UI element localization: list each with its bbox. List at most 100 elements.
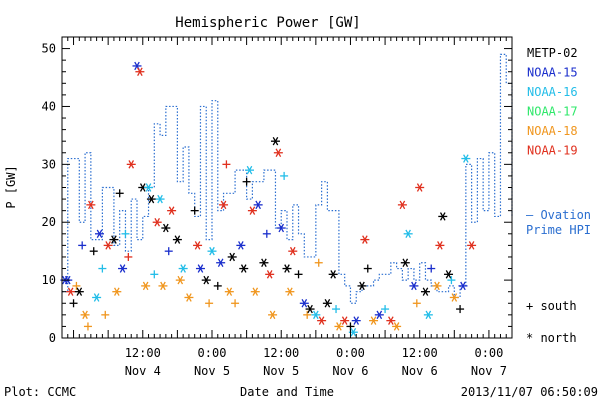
data-point-north <box>360 235 370 244</box>
y-axis: 0 10 20 30 40 50 <box>42 42 512 345</box>
data-point-south <box>332 305 341 314</box>
data-point-north <box>288 246 298 256</box>
y-tick-label: 40 <box>42 99 56 113</box>
ovation-series-layer <box>62 53 513 304</box>
data-point-north <box>172 235 182 244</box>
legend-item-noaa-17: NOAA-17 <box>527 105 578 119</box>
legend-item-noaa-18: NOAA-18 <box>527 124 578 138</box>
data-point-north <box>374 310 384 320</box>
data-point-north <box>207 246 217 256</box>
data-point-south <box>101 310 110 319</box>
data-point-north <box>236 241 246 250</box>
data-point-north <box>158 281 168 291</box>
data-point-north <box>340 316 350 325</box>
data-point-south <box>231 299 240 308</box>
x-tick-label-time: 12:00 <box>125 346 161 360</box>
data-point-north <box>435 241 445 250</box>
data-point-north <box>386 316 396 325</box>
y-tick-label: 30 <box>42 157 56 171</box>
x-axis: 12:00 Nov 4 0:00 Nov 5 12:00 Nov 5 0:00 Nov 6 12… <box>61 37 513 378</box>
data-point-north <box>86 200 96 210</box>
data-point-north <box>299 299 309 308</box>
footer-timestamp: 2013/11/07 06:50:09 <box>461 385 598 399</box>
data-point-north <box>285 287 295 296</box>
data-point-north <box>305 304 315 314</box>
data-point-north <box>74 287 84 296</box>
data-point-north <box>328 270 338 279</box>
data-point-south <box>205 299 214 308</box>
data-point-north <box>438 212 448 221</box>
data-point-south <box>83 322 92 331</box>
data-point-north <box>322 299 332 308</box>
data-point-north <box>103 241 113 250</box>
data-point-north <box>369 316 379 325</box>
data-point-north <box>161 223 171 233</box>
legend-north: * north <box>526 331 577 345</box>
data-point-north <box>467 241 477 250</box>
legend-ovation-line1: — Ovation <box>526 208 591 222</box>
x-tick-label-time: 0:00 <box>198 346 227 360</box>
data-point-south <box>294 270 303 279</box>
data-point-north <box>351 316 361 325</box>
x-tick-label-date: Nov 5 <box>263 364 299 378</box>
data-point-north <box>227 252 237 262</box>
points-layer <box>60 61 477 337</box>
data-point-north <box>193 241 203 250</box>
data-point-north <box>392 322 402 331</box>
data-point-south <box>242 177 251 186</box>
y-tick-label: 50 <box>42 42 56 56</box>
x-tick-label-time: 12:00 <box>263 346 299 360</box>
data-point-north <box>184 293 194 302</box>
data-point-north <box>247 206 257 215</box>
data-point-south <box>69 299 78 308</box>
data-point-north <box>270 136 280 146</box>
data-point-north <box>444 270 454 279</box>
data-point-north <box>135 67 145 76</box>
data-point-south <box>456 305 465 314</box>
data-point-north <box>109 235 119 244</box>
data-point-south <box>213 281 222 290</box>
data-point-south <box>98 264 107 273</box>
data-point-north <box>126 160 136 169</box>
data-point-south <box>115 189 124 198</box>
data-point-north <box>146 194 156 204</box>
x-tick-label-date: Nov 6 <box>402 364 438 378</box>
data-point-north <box>239 264 249 273</box>
data-point-north <box>458 281 468 291</box>
data-point-north <box>178 264 188 273</box>
data-point-north <box>95 229 104 239</box>
data-point-north <box>80 310 90 320</box>
data-point-south <box>363 264 372 273</box>
data-point-south <box>164 247 173 256</box>
data-point-south <box>72 281 81 290</box>
data-point-north <box>397 200 407 210</box>
data-point-north <box>175 275 185 285</box>
x-tick-label-time: 0:00 <box>474 346 503 360</box>
data-point-north <box>195 264 205 273</box>
data-point-north <box>224 287 234 296</box>
data-point-north <box>334 322 344 331</box>
data-point-north <box>273 148 283 158</box>
data-point-north <box>250 287 260 296</box>
data-point-north <box>132 61 142 71</box>
data-point-north <box>400 258 410 267</box>
data-point-north <box>423 310 433 320</box>
data-point-north <box>155 194 165 204</box>
data-point-south <box>89 247 98 256</box>
data-point-north <box>311 310 321 320</box>
footer-plot-credit: Plot: CCMC <box>4 385 76 399</box>
x-tick-label-time: 0:00 <box>336 346 365 360</box>
data-point-north <box>112 287 122 296</box>
data-point-south <box>124 252 133 261</box>
data-point-south <box>121 229 130 238</box>
data-point-north <box>415 183 425 192</box>
data-point-south <box>150 270 159 279</box>
legend-item-noaa-19: NOAA-19 <box>527 144 578 158</box>
data-point-south <box>190 206 199 215</box>
x-tick-label-date: Nov 6 <box>332 364 368 378</box>
data-point-north <box>201 275 211 285</box>
plot-frame <box>61 36 513 339</box>
data-point-south <box>280 171 289 180</box>
data-point-south <box>427 264 436 273</box>
data-point-south <box>78 241 87 250</box>
